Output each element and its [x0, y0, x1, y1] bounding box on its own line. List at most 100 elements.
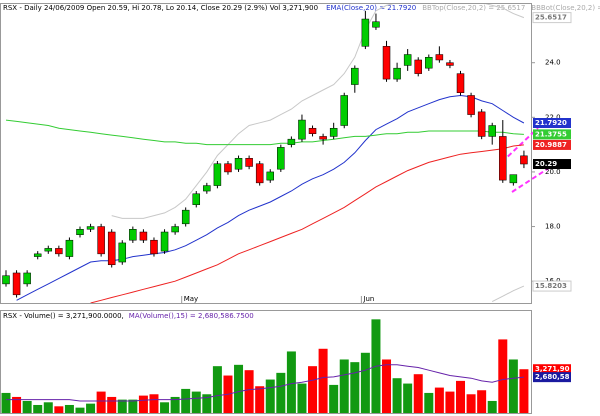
candle-body [446, 62, 454, 66]
candle-body [150, 239, 158, 255]
candle-body [203, 185, 211, 192]
volume-bar [75, 407, 85, 413]
close-label: 20.29 [535, 160, 557, 168]
volume-bar [403, 383, 413, 413]
candle-body [329, 127, 338, 137]
candle-body [456, 73, 465, 93]
candle-body [245, 158, 253, 167]
volume-bar [54, 406, 64, 413]
candle-body [319, 136, 327, 140]
candle-body [372, 21, 380, 28]
candle-body [425, 56, 433, 69]
candle-body [33, 253, 42, 257]
value-box [532, 280, 572, 292]
candle-body [308, 127, 317, 134]
candle-body [213, 163, 222, 186]
candle-body [118, 242, 127, 263]
candle-body [403, 54, 412, 66]
volume-bar [255, 386, 265, 413]
candle-body [23, 272, 31, 285]
candle-body [12, 272, 21, 296]
value-box [533, 139, 571, 150]
candle-body [499, 136, 507, 181]
volume-bar [308, 366, 318, 413]
volume-bar [318, 348, 328, 413]
candle-body [234, 158, 243, 170]
candle-body [520, 155, 528, 165]
y-tick-label: 22.0 [545, 113, 561, 121]
value-box [533, 117, 571, 128]
candle-body [2, 275, 10, 285]
y-tick-label: 20.0 [545, 168, 561, 176]
value-label: 21.7920 [535, 119, 567, 127]
value-box [533, 129, 571, 140]
legend-entry: EMA(Close,20) = 21.7920 [326, 4, 416, 12]
value-label: 15.8203 [535, 282, 567, 290]
candle-body [160, 231, 169, 252]
candle-body [171, 226, 179, 233]
close-label-box [533, 159, 571, 170]
value-label: 20.9887 [535, 141, 567, 149]
volume-bar [86, 403, 96, 413]
price-panel [0, 3, 532, 304]
candle-body [393, 67, 401, 80]
volume-bar [276, 372, 286, 413]
candle-body [509, 174, 518, 184]
volume-bar [1, 392, 11, 413]
volume-bar [424, 392, 434, 413]
candle-body [361, 18, 370, 47]
volume-bar [445, 391, 455, 413]
volume-bar [12, 396, 22, 413]
candle-body [86, 226, 95, 230]
candle-body [467, 95, 475, 115]
candle-body [277, 147, 285, 170]
volume-bar [265, 379, 275, 413]
candle-body [139, 231, 148, 241]
candle-body [414, 59, 422, 74]
volume-legend: RSX - Volume() = 3,271,900.0000, [3, 312, 124, 320]
indicator-line [111, 4, 525, 219]
volume-bar [149, 394, 159, 413]
candle-body [181, 209, 190, 225]
candle-body [107, 231, 116, 266]
candle-body [255, 163, 264, 184]
y-tick-label: 18.0 [545, 223, 561, 231]
volume-bar [519, 369, 529, 413]
value-label: 21.3755 [535, 130, 567, 138]
candle-body [382, 46, 391, 80]
candle-body [76, 229, 84, 235]
legend: RSX - Daily 24/06/2009 Open 20.59, Hi 20… [3, 4, 600, 12]
volume-bar [22, 400, 32, 413]
value-box [532, 12, 572, 24]
volume-bar [508, 359, 518, 413]
volume-bar [477, 390, 487, 413]
volume-bar [107, 396, 117, 413]
candle-body [55, 248, 63, 255]
candle-body [44, 248, 53, 252]
volume-bar [382, 359, 392, 413]
volume-bar [234, 364, 244, 413]
candle-body [340, 95, 348, 126]
indicator-line [491, 285, 525, 303]
volume-bar [212, 366, 222, 413]
volume-label: 3,271,90 [535, 365, 570, 373]
volume-ma-label-box [533, 372, 571, 383]
candle-body [435, 54, 444, 61]
volume-bar [170, 396, 180, 413]
volume-bar [160, 402, 170, 413]
x-tick-label: Jun [362, 295, 374, 303]
x-tick-label: May [184, 295, 198, 303]
indicator-line [16, 94, 525, 301]
volume-bar [117, 399, 127, 413]
candle-body [266, 171, 274, 181]
candle-body [477, 111, 486, 137]
volume-bar [339, 359, 349, 413]
volume-bar [33, 404, 43, 413]
volume-bar [434, 387, 444, 413]
volume-bar [181, 388, 191, 413]
volume-bar [64, 404, 74, 413]
legend-entry: BBBot(Close,20,2) = 15.8203 [531, 4, 600, 12]
volume-bar [413, 374, 423, 413]
candle-body [351, 67, 359, 85]
